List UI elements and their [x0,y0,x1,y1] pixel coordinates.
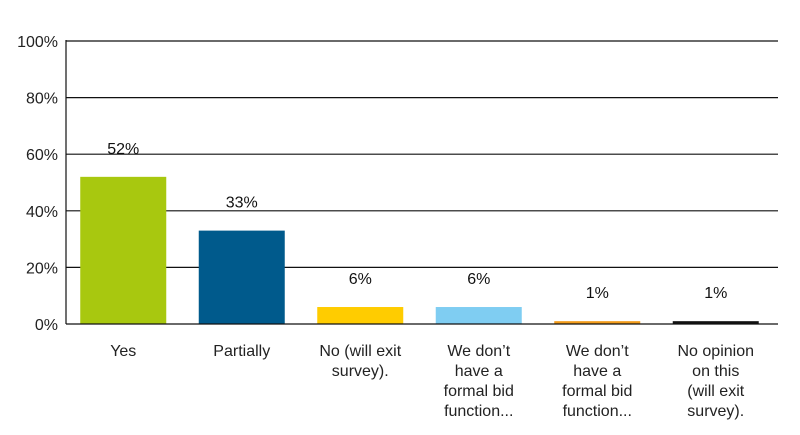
bar [672,321,759,324]
x-category-label-line: survey). [332,363,389,380]
y-tick-label: 20% [26,260,58,277]
bars [80,176,759,324]
data-label: 6% [349,271,372,288]
x-category-label-line: Yes [110,343,136,360]
data-label: 1% [586,285,609,302]
x-category-label-line: survey). [687,403,744,420]
bar [317,307,404,324]
x-category-label-line: We don’t [447,343,510,360]
y-tick-label: 100% [17,34,58,51]
axes [65,40,778,325]
data-label: 33% [226,195,258,212]
x-category-label-line: have a [455,363,503,380]
labels: 0% 20% 40% 60% 80% 100% 52% Yes 33% Partially 6% No… [17,34,754,420]
x-category-label: No (will exit survey). [319,343,401,380]
x-category-label-line: We don’t [566,343,629,360]
x-category-label: Partially [213,343,270,360]
x-category-label: We don’t have a formal bid function... [444,343,514,420]
x-category-label: We don’t have a formal bid function... [562,343,632,420]
x-category-label-line: formal bid [562,383,632,400]
y-tick-label: 0% [35,317,58,334]
y-tick-label: 60% [26,147,58,164]
y-tick-label: 80% [26,91,58,108]
bar [554,321,641,324]
data-label: 52% [107,141,139,158]
data-label: 1% [704,285,727,302]
bar [198,230,285,324]
x-category-label-line: function... [563,403,632,420]
x-category-label-line: No opinion [678,343,755,360]
bar [435,307,522,324]
x-category-label-line: formal bid [444,383,514,400]
x-category-label-line: function... [444,403,513,420]
data-label: 6% [467,271,490,288]
gridlines [66,40,778,268]
y-tick-label: 40% [26,204,58,221]
x-category-label-line: No (will exit [319,343,401,360]
bar [80,176,167,324]
x-category-label-line: have a [573,363,621,380]
x-category-label-line: on this [692,363,739,380]
x-category-label: No opinion on this (will exit survey). [678,343,755,420]
x-category-label: Yes [110,343,136,360]
x-category-label-line: (will exit [687,383,744,400]
x-category-label-line: Partially [213,343,270,360]
